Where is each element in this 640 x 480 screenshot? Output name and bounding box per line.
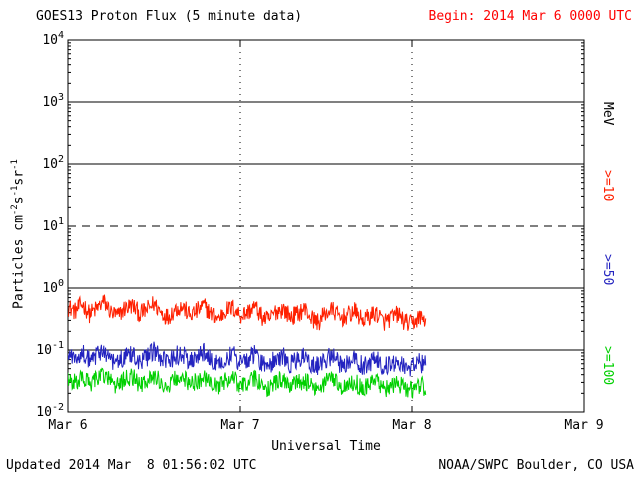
x-tick-label: Mar 9 bbox=[564, 418, 603, 433]
x-axis-label: Universal Time bbox=[271, 439, 381, 454]
right-axis-unit-mev: MeV bbox=[600, 102, 615, 126]
x-tick-label: Mar 7 bbox=[220, 418, 259, 433]
plot-border bbox=[67, 39, 585, 413]
x-tick-label: Mar 6 bbox=[48, 418, 87, 433]
y-tick-label: 101 bbox=[42, 216, 64, 234]
y-tick-label: 102 bbox=[42, 154, 64, 172]
y-tick-label: 100 bbox=[42, 278, 64, 296]
legend-ge50-label: >=50 bbox=[600, 254, 615, 286]
updated-timestamp: Updated 2014 Mar 8 01:56:02 UTC bbox=[6, 458, 257, 473]
chart-title: GOES13 Proton Flux (5 minute data) bbox=[36, 9, 303, 24]
y-tick-label: 10-1 bbox=[36, 340, 64, 358]
legend-ge100-label: >=100 bbox=[600, 346, 615, 386]
begin-label: Begin: 2014 Mar 6 0000 UTC bbox=[428, 9, 633, 24]
series-line-ge50 bbox=[68, 341, 427, 377]
legend-ge10-label: >=10 bbox=[600, 170, 615, 202]
y-tick-label: 103 bbox=[42, 92, 64, 110]
series-line-ge10 bbox=[68, 294, 427, 331]
y-axis-label: Particles cm-2s-1sr-1 bbox=[10, 159, 27, 309]
x-tick-label: Mar 8 bbox=[392, 418, 431, 433]
y-tick-label: 104 bbox=[42, 30, 64, 48]
y-tick-label: 10-2 bbox=[36, 402, 64, 420]
credit-label: NOAA/SWPC Boulder, CO USA bbox=[438, 458, 634, 473]
series-line-ge100 bbox=[68, 367, 427, 399]
